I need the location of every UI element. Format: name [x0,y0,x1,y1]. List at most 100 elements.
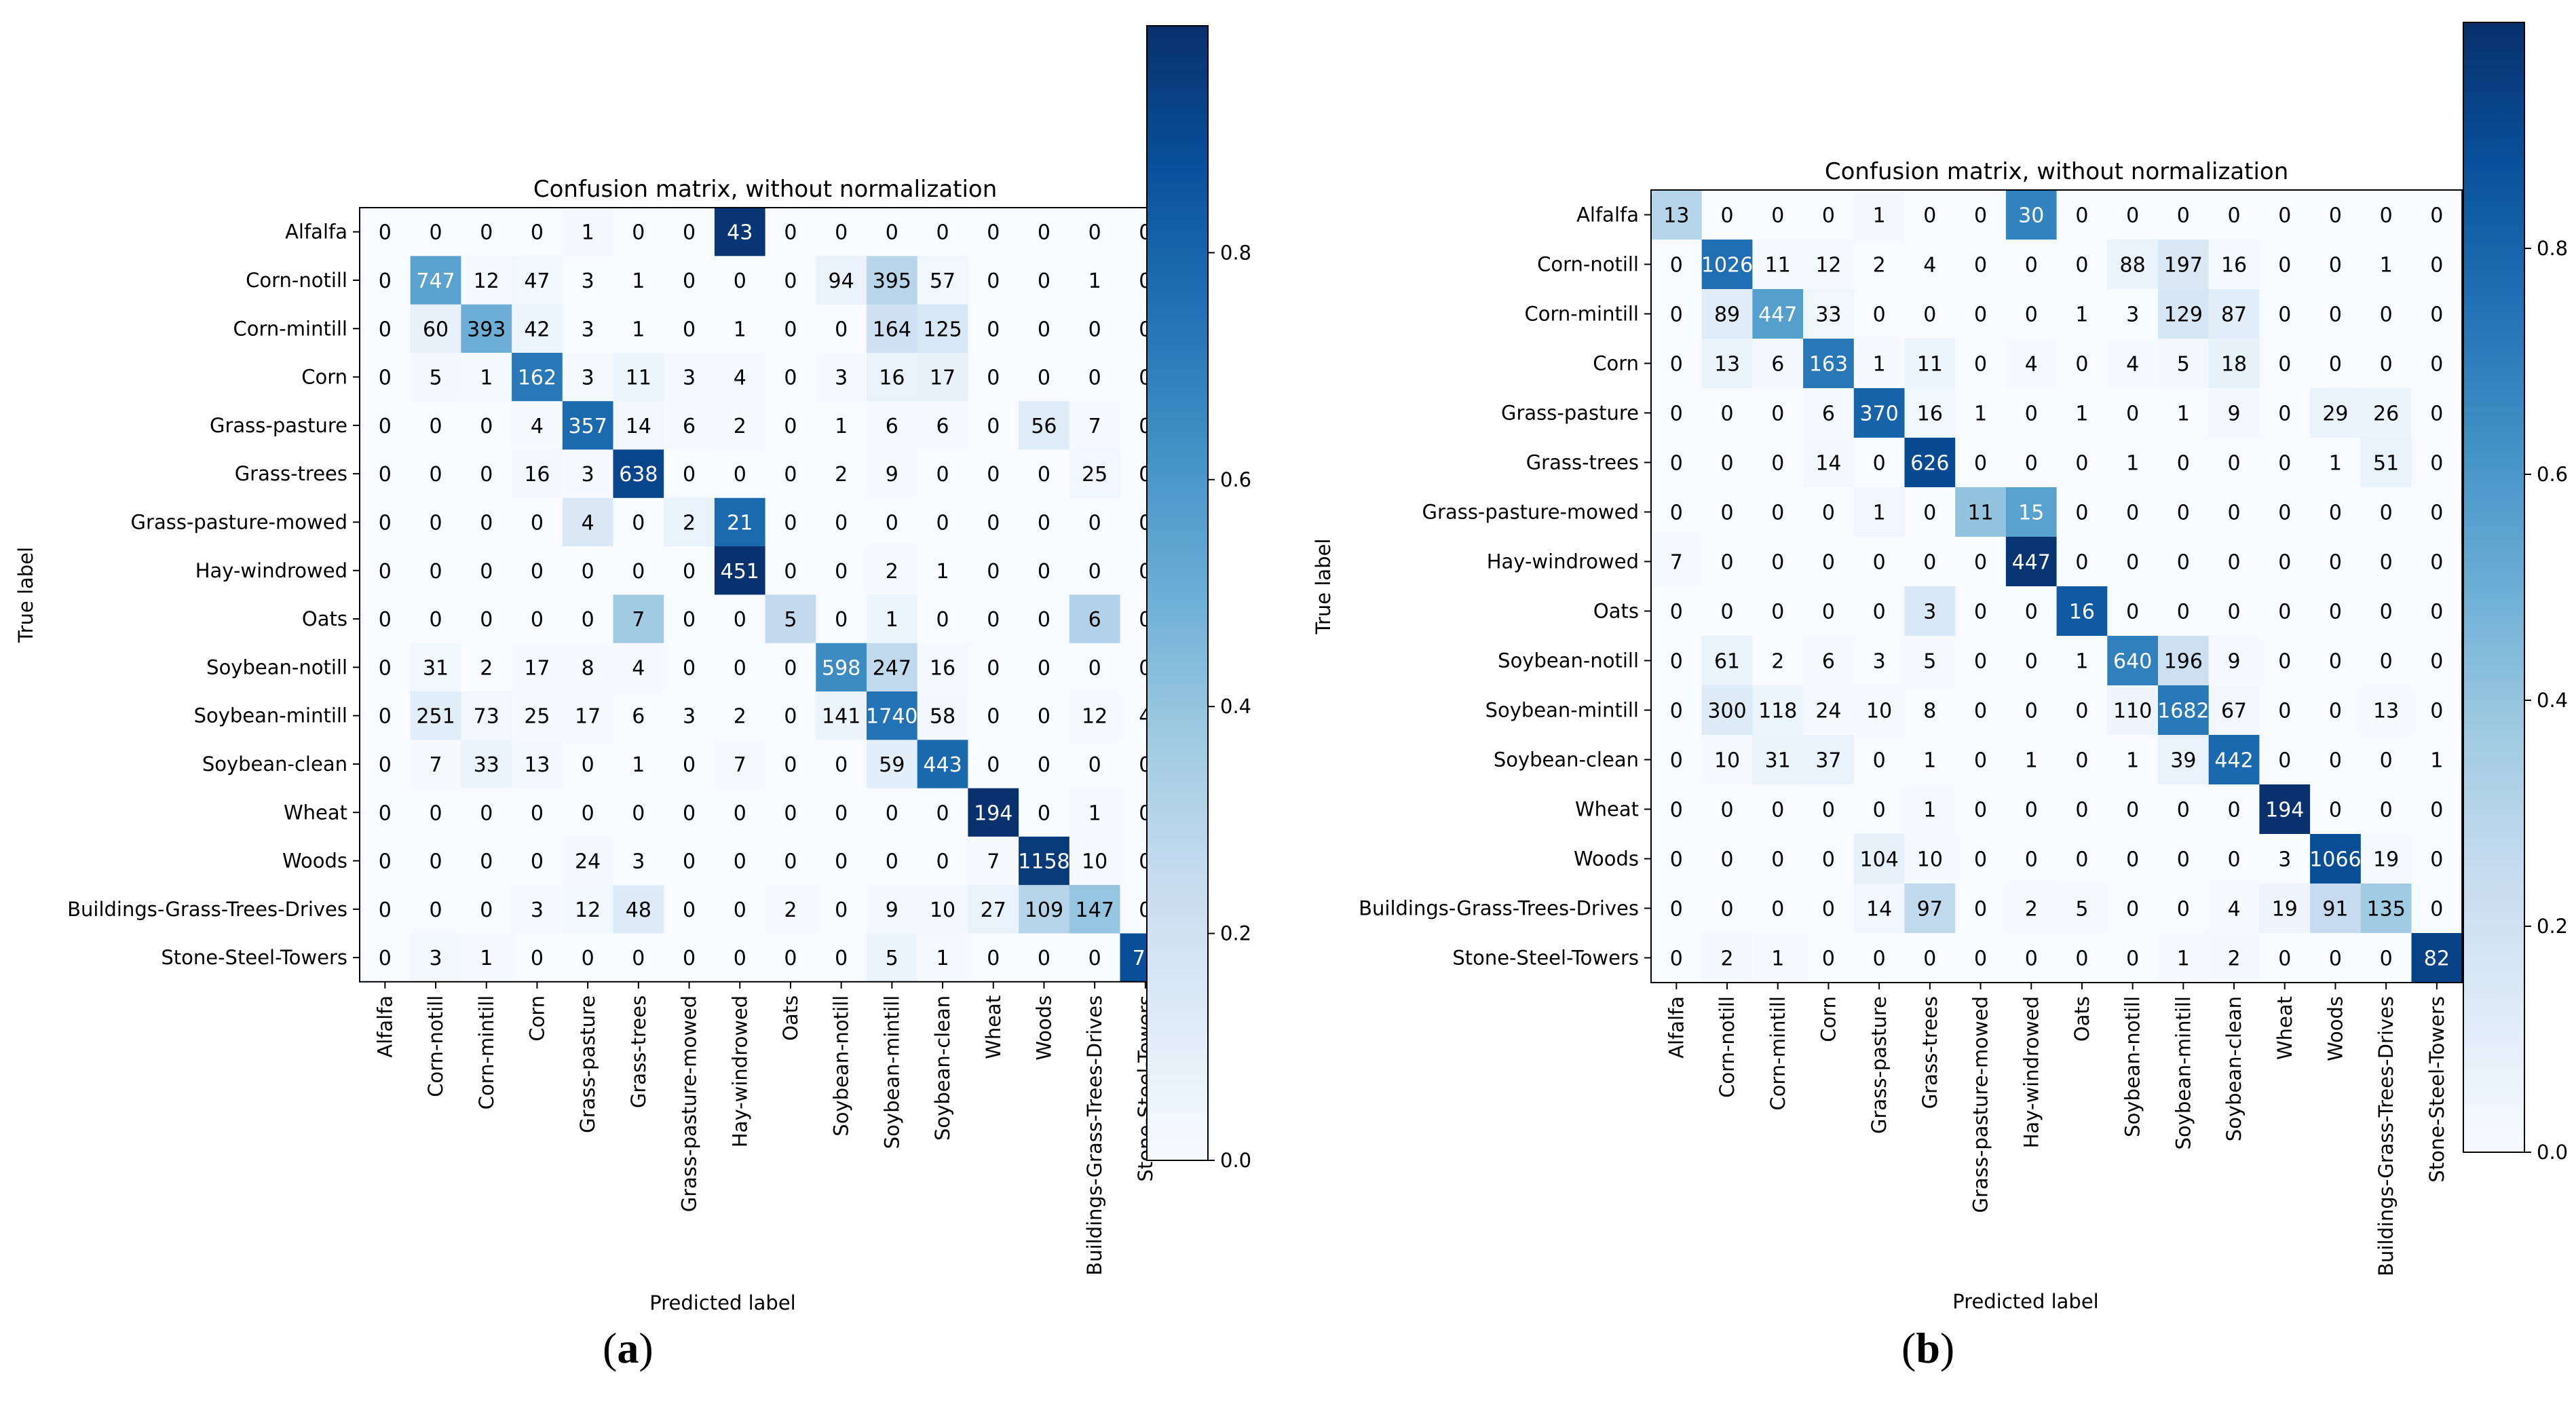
cell-value-b-r4-c12: 0 [2278,402,2291,426]
cell-a-r1-c10 [867,256,918,305]
cell-a-r1-c11 [917,256,968,305]
cell-value-b-r15-c9: 0 [2126,947,2139,971]
cell-value-b-r9-c4: 3 [1873,650,1886,674]
cell-value-b-r9-c0: 0 [1670,650,1683,674]
cell-b-r9-c5 [1904,636,1956,686]
cell-value-a-r2-c3: 42 [524,318,550,341]
cell-a-r13-c9 [816,836,867,886]
cell-a-r4-c0 [360,401,411,451]
cell-value-a-r5-c10: 9 [886,463,898,487]
cell-value-b-r13-c15: 0 [2430,848,2443,872]
ylabel-b-soybean-notill: Soybean-notill [1498,649,1639,672]
cell-value-a-r11-c11: 443 [923,753,962,777]
cell-b-r8-c6 [1955,586,2007,636]
cell-a-r11-c13 [1019,740,1070,789]
cell-value-b-r6-c4: 1 [1873,501,1886,525]
cell-b-r10-c14 [2360,685,2412,736]
cell-b-r0-c1 [1701,190,1753,240]
cell-value-b-r14-c3: 0 [1822,898,1835,922]
cell-value-b-r2-c14: 0 [2380,303,2393,327]
cell-b-r10-c13 [2310,685,2362,736]
cell-a-r15-c1 [410,933,461,983]
cell-value-b-r14-c13: 91 [2322,898,2348,922]
ylabel-b-grass-pasture-mowed: Grass-pasture-mowed [1422,501,1639,524]
cell-a-r2-c10 [867,304,918,354]
cell-value-b-r7-c10: 0 [2177,551,2190,575]
cell-a-r7-c7 [714,546,766,595]
cell-b-r10-c10 [2158,685,2210,736]
cell-a-r10-c4 [562,691,614,740]
cell-value-a-r8-c1: 0 [430,608,442,632]
cell-a-r5-c3 [512,449,563,499]
cell-a-r14-c1 [410,885,461,934]
cell-value-a-r1-c7: 0 [734,269,746,293]
cell-a-r11-c5 [613,740,664,789]
cell-value-a-r12-c14: 1 [1088,801,1101,825]
y-axis-label-b: True label [1312,539,1335,635]
cell-value-a-r8-c11: 0 [936,608,949,632]
cell-value-a-r9-c9: 598 [822,656,860,680]
ylabel-b-alfalfa: Alfalfa [1576,204,1639,227]
cell-value-b-r9-c14: 0 [2380,650,2393,674]
cell-value-b-r2-c12: 0 [2278,303,2291,327]
cell-value-b-r15-c5: 0 [1923,947,1936,971]
cell-value-a-r14-c1: 0 [430,898,442,922]
cell-b-r12-c7 [2005,784,2058,835]
cell-value-b-r7-c9: 0 [2126,551,2139,575]
cell-value-a-r3-c5: 11 [626,366,651,390]
cell-b-r1-c14 [2360,240,2412,290]
cell-a-r12-c1 [410,788,461,837]
xlabel-b-oats: Oats [2070,996,2094,1042]
cell-b-r15-c3 [1803,933,1855,983]
cell-b-r2-c0 [1651,289,1703,339]
cell-value-a-r15-c12: 0 [987,947,1000,970]
cell-a-r2-c13 [1019,304,1070,354]
cell-b-r7-c9 [2107,537,2159,587]
cell-b-r12-c11 [2208,784,2260,835]
cell-b-r3-c10 [2158,339,2210,389]
cell-b-r3-c3 [1803,339,1855,389]
cell-value-b-r8-c4: 0 [1873,601,1886,624]
cell-value-a-r6-c10: 0 [886,511,898,535]
cell-b-r5-c6 [1955,438,2007,488]
cell-a-r1-c7 [714,256,766,305]
ylabel-a-corn-notill: Corn-notill [246,269,347,292]
cell-value-b-r14-c14: 135 [2367,898,2406,922]
cell-value-b-r7-c3: 0 [1822,551,1835,575]
cell-b-r3-c6 [1955,339,2007,389]
cell-a-r3-c11 [917,352,968,402]
cell-value-a-r4-c1: 0 [430,415,442,438]
cell-b-r3-c9 [2107,339,2159,389]
cell-a-r14-c6 [664,885,715,934]
cell-a-r12-c10 [867,788,918,837]
cell-b-r5-c8 [2056,438,2108,488]
cell-b-r14-c4 [1853,884,1906,934]
cell-value-b-r13-c12: 3 [2278,848,2291,872]
cell-b-r0-c8 [2056,190,2108,240]
chart-title-a: Confusion matrix, without normalization [533,176,997,203]
cell-value-a-r15-c9: 0 [835,947,848,970]
cell-b-r0-c7 [2005,190,2058,240]
cell-value-a-r10-c11: 58 [930,705,955,729]
cell-value-b-r1-c8: 0 [2075,254,2088,278]
cell-value-b-r11-c11: 442 [2214,749,2253,773]
cell-value-a-r0-c5: 0 [632,221,645,245]
cell-a-r0-c14 [1069,208,1121,256]
cell-b-r11-c1 [1701,735,1753,785]
cell-a-r6-c3 [512,497,563,547]
cell-value-b-r9-c10: 196 [2164,650,2203,674]
cell-a-r2-c6 [664,304,715,354]
cell-value-a-r13-c9: 0 [835,850,848,874]
cell-value-a-r6-c9: 0 [835,511,848,535]
cell-value-b-r14-c15: 0 [2430,898,2443,922]
cell-value-a-r5-c1: 0 [430,463,442,487]
cell-value-b-r3-c11: 18 [2221,353,2247,377]
cell-b-r6-c4 [1853,487,1906,537]
cell-b-r6-c2 [1752,487,1804,537]
cell-value-b-r12-c1: 0 [1721,799,1734,822]
cell-value-a-r12-c1: 0 [430,801,442,825]
cell-b-r14-c13 [2310,884,2362,934]
xlabel-b-soybean-mintill: Soybean-mintill [2172,996,2195,1150]
cell-value-b-r8-c13: 0 [2329,601,2342,624]
cell-a-r8-c4 [562,594,614,644]
